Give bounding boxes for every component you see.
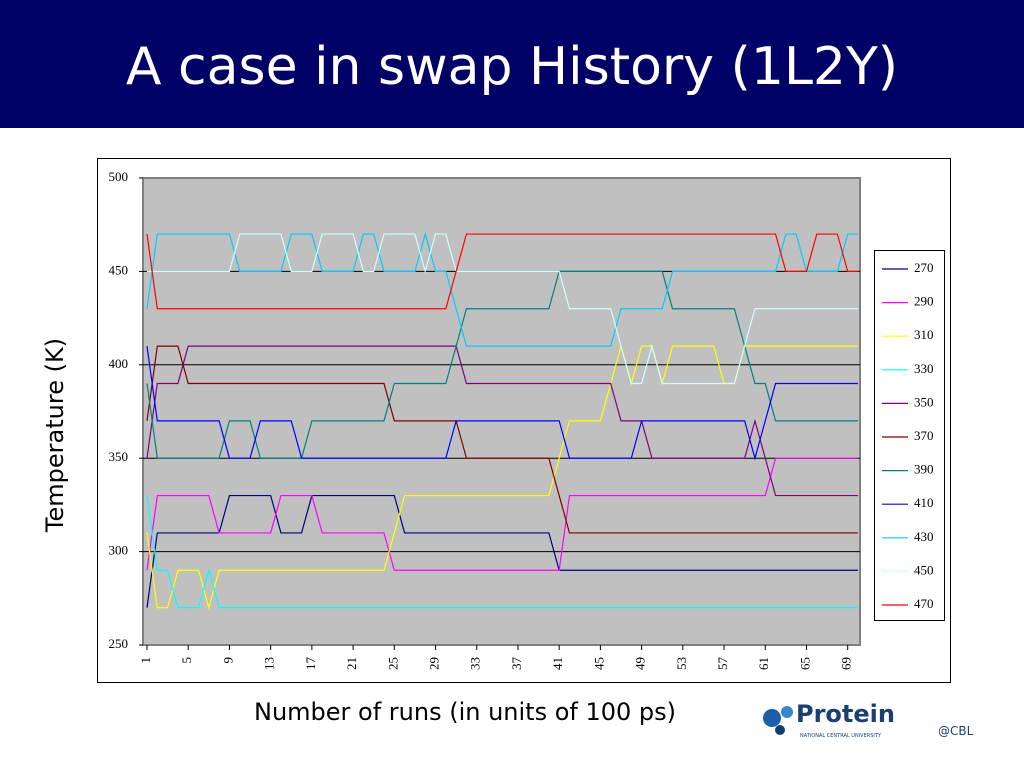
series-line [146,346,858,461]
series-line [146,231,858,347]
legend-box [874,250,945,621]
y-axis-label: Temperature (K) [41,338,69,533]
header-band [0,0,1024,128]
y-tick-label: 400 [109,356,129,371]
legend-label: 390 [914,462,934,477]
legend-label: 370 [914,428,934,443]
x-tick-label: 45 [591,657,606,670]
y-tick-label: 450 [109,262,129,277]
legend-label: 330 [914,361,934,376]
x-tick-label: 21 [344,657,359,670]
logo-suffix: @CBL [938,724,974,738]
series-line [146,270,858,459]
series-line [147,233,858,385]
y-tick-label: 250 [109,636,129,651]
legend-label: 310 [914,327,934,342]
series-line [146,345,858,534]
y-tick-label: 300 [109,543,129,558]
logo-icon [763,709,781,727]
x-tick-label: 61 [756,657,771,670]
x-tick-label: 49 [633,657,648,670]
x-tick-label: 69 [839,657,854,670]
x-tick-label: 29 [427,657,442,670]
y-tick-label: 350 [109,449,129,464]
x-tick-label: 17 [303,657,318,671]
x-tick-label: 41 [550,657,565,670]
x-tick-label: 1 [138,657,153,664]
logo-subtitle: NATIONAL CENTRAL UNIVERSITY [800,733,882,739]
logo-name: Protein [796,700,895,728]
x-tick-label: 57 [715,657,730,671]
series-line [146,494,858,608]
legend-label: 410 [914,495,934,510]
x-tick-label: 9 [220,657,235,664]
y-tick-label: 500 [109,169,129,184]
logo-icon [781,706,793,718]
slide-title: A case in swap History (1L2Y) [126,37,898,97]
legend-label: 290 [914,294,934,309]
series-line [146,233,858,310]
legend-label: 430 [914,529,934,544]
x-tick-label: 33 [468,657,483,670]
x-tick-label: 25 [385,657,400,670]
legend-label: 470 [914,596,934,611]
logo: Protein @CBL NATIONAL CENTRAL UNIVERSITY [763,700,974,739]
series-line [146,457,858,571]
legend-label: 450 [914,562,934,577]
logo-icon [775,725,785,735]
x-tick-label: 53 [674,657,689,670]
series-line [146,495,858,609]
x-tick-label: 5 [179,657,194,664]
legend-label: 270 [914,260,934,275]
legend-label: 350 [914,394,934,409]
x-tick-label: 13 [262,657,277,670]
plot-area [142,177,861,646]
x-tick-label: 65 [797,657,812,670]
x-axis-label: Number of runs (in units of 100 ps) [254,698,676,726]
series-line [146,345,858,497]
x-tick-label: 37 [509,657,524,671]
